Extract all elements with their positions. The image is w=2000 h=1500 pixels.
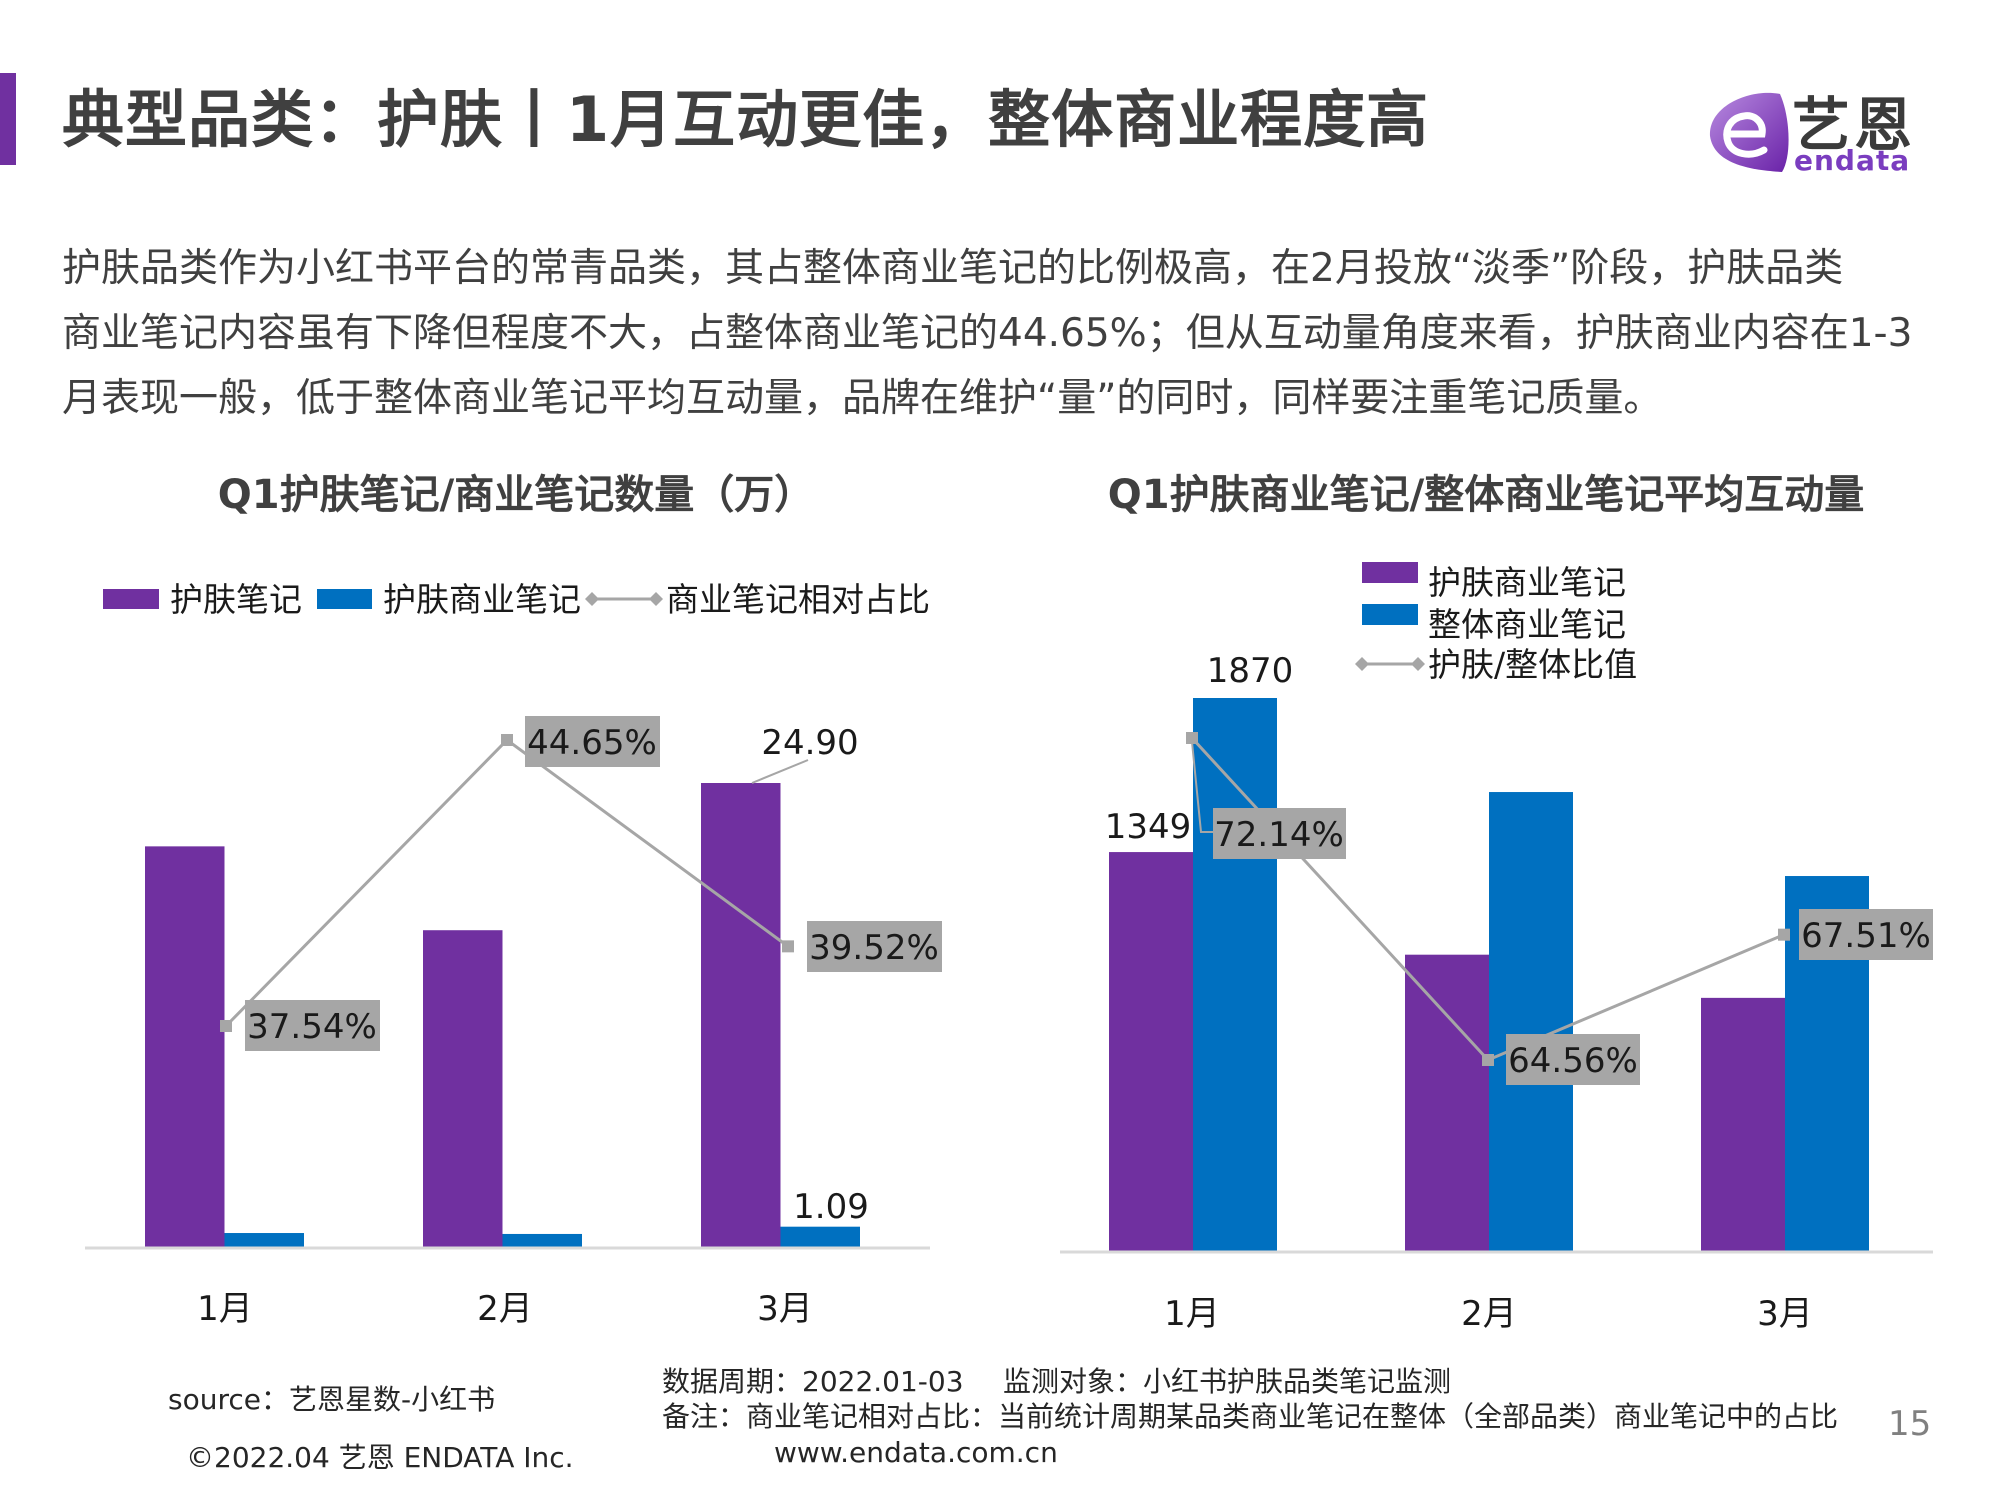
ratio-label-box [1799,909,1933,960]
ratio-line [220,734,794,1032]
bars [145,783,860,1247]
ratio-label-box [807,921,942,972]
ratio-label-box [1506,1034,1640,1085]
legend-swatch-skincare-commercial-notes [317,589,372,609]
category-label: 3月 [757,1289,813,1329]
ratio-point-3 [782,940,794,953]
page-number: 15 [1888,1404,1932,1444]
ratio-point-2 [501,734,513,746]
bar-series2-2 [1489,792,1573,1251]
ratio-labels: 37.54% 44.65% 39.52% [245,716,942,1051]
ratio-point-1 [220,1020,232,1032]
logo-text-en: endata [1794,144,1911,177]
bar-series2-3 [780,1226,860,1247]
legend-label: 护肤/整体比值 [1428,645,1637,684]
intro-line: 月表现一般，低于整体商业笔记平均互动量，品牌在维护“量”的同时，同样要注重笔记质… [62,376,1663,421]
legend-swatch-skincare-notes [103,589,159,609]
ratio-point-1 [1186,732,1198,744]
chart-note-count: Q1护肤笔记/商业笔记数量（万） 护肤笔记 护肤商业笔记 商业笔记相对占比 24… [85,472,942,1329]
category-label: 2月 [477,1289,533,1329]
legend-label: 护肤笔记 [170,580,302,619]
legend-swatch-skincare-commercial [1362,562,1418,583]
bar-series1-1 [145,846,225,1247]
chart-avg-interaction: Q1护肤商业笔记/整体商业笔记平均互动量 护肤商业笔记 整体商业笔记 护肤/整体… [1060,472,1933,1334]
bar-series2-2 [502,1233,582,1247]
legend-diamond-marker [649,592,663,606]
legend-diamond-marker [1355,657,1369,671]
bar-series2-1 [1193,698,1277,1251]
bar-series1-1 [1109,852,1193,1251]
ratio-label: 72.14% [1214,815,1344,855]
chart-title: Q1护肤商业笔记/整体商业笔记平均互动量 [1108,472,1864,518]
intro-paragraph: 护肤品类作为小红书平台的常青品类，其占整体商业笔记的比例极高，在2月投放“淡季”… [62,236,1952,431]
category-label: 1月 [197,1289,253,1329]
legend: 护肤商业笔记 整体商业笔记 护肤/整体比值 [1355,562,1637,684]
data-label-bar: 1.09 [793,1187,869,1227]
ratio-labels: 72.14% 64.56% 67.51% [1213,808,1933,1085]
footer-source: source：艺恩星数-小红书 [168,1383,496,1416]
logo-text-cn: 艺恩 [1792,91,1917,159]
bars [1109,698,1869,1251]
ratio-label-box [525,716,660,767]
data-label-bar: 24.90 [761,723,858,763]
chart-title: Q1护肤笔记/商业笔记数量（万） [218,472,814,518]
intro-line: 护肤品类作为小红书平台的常青品类，其占整体商业笔记的比例极高，在2月投放“淡季”… [62,246,1844,291]
data-label-bar: 1870 [1207,651,1294,691]
bar-series1-2 [423,930,503,1247]
bar-series1-3 [1701,997,1785,1251]
title-accent-bar [0,73,16,165]
page-title: 典型品类：护肤丨1月互动更佳，整体商业程度高 [62,83,1430,156]
ratio-label: 44.65% [527,723,657,763]
ratio-point-3 [1778,928,1790,941]
legend-diamond-marker [585,592,599,606]
footer-data-period: 数据周期：2022.01-03 [662,1365,964,1398]
label-leader-line [751,759,809,784]
footer-copyright: ©2022.04 艺恩 ENDATA Inc. [186,1441,574,1474]
legend: 护肤笔记 护肤商业笔记 商业笔记相对占比 [103,580,930,619]
bar-series2-1 [224,1233,304,1247]
ratio-label-box [245,1000,380,1051]
footer-monitor-target: 监测对象：小红书护肤品类笔记监测 [1003,1365,1452,1398]
ratio-label: 67.51% [1801,916,1931,956]
ratio-label-box [1213,808,1346,859]
endata-logo: 艺恩 endata [1700,82,1960,177]
legend-label: 整体商业笔记 [1428,605,1626,644]
ratio-label: 64.56% [1508,1041,1638,1081]
legend-label: 护肤商业笔记 [1428,563,1626,602]
label-leader-line [1191,741,1213,833]
category-label: 2月 [1461,1294,1517,1334]
ratio-label: 39.52% [809,928,939,968]
intro-line: 商业笔记内容虽有下降但程度不大，占整体商业笔记的44.65%；但从互动量角度来看… [62,311,1913,356]
footer-website-link[interactable]: www.endata.com.cn [774,1436,1058,1469]
footer-note: 备注：商业笔记相对占比：当前统计周期某品类商业笔记在整体（全部品类）商业笔记中的… [662,1400,1839,1433]
data-label-bar: 1349 [1105,807,1192,847]
ratio-label: 37.54% [247,1007,377,1047]
category-label: 3月 [1757,1294,1813,1334]
legend-label: 护肤商业笔记 [383,580,581,619]
legend-diamond-marker [1411,657,1425,671]
endata-logo-icon [1709,92,1789,172]
bar-series1-3 [701,783,781,1247]
legend-label: 商业笔记相对占比 [666,580,930,619]
category-label: 1月 [1164,1294,1220,1334]
bar-series1-2 [1405,954,1489,1251]
legend-swatch-overall-commercial [1362,604,1418,625]
ratio-point-2 [1482,1054,1494,1066]
